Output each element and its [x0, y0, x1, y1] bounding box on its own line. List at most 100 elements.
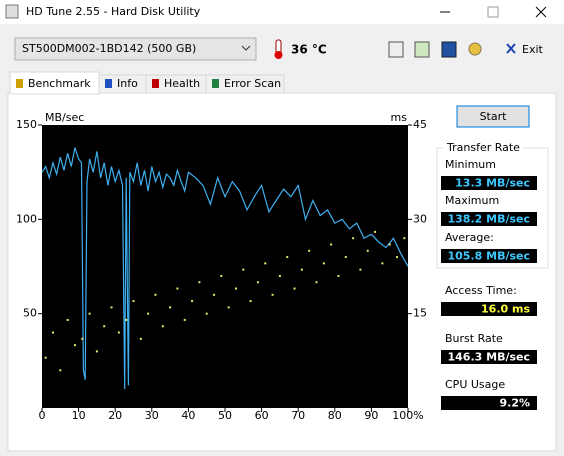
y2-axis-label: ms	[391, 111, 408, 124]
y2-tick-label: 15	[413, 307, 427, 320]
access-point	[227, 306, 230, 309]
access-point	[51, 331, 54, 334]
access-point	[147, 312, 150, 315]
window-title: HD Tune 2.55 - Hard Disk Utility	[26, 5, 201, 18]
access-point	[44, 356, 47, 359]
access-point	[183, 318, 186, 321]
tab-label: Health	[164, 77, 200, 90]
access-point	[234, 287, 237, 290]
access-point	[161, 325, 164, 328]
stat-label: Access Time:	[445, 284, 517, 297]
x-tick-label: 90	[364, 409, 378, 422]
stat-box	[441, 350, 537, 364]
access-point	[103, 325, 106, 328]
x-tick-label: 40	[181, 409, 195, 422]
access-point	[242, 268, 245, 271]
access-point	[278, 274, 281, 277]
drive-select[interactable]	[14, 37, 257, 61]
access-point	[374, 230, 377, 233]
stat-label: Burst Rate	[445, 332, 503, 345]
maximize-button[interactable]	[487, 6, 499, 18]
access-point	[139, 337, 142, 340]
access-point	[271, 293, 274, 296]
copy-all-icon[interactable]	[414, 41, 430, 58]
exit-icon	[506, 43, 516, 54]
access-point	[249, 300, 252, 303]
access-point	[220, 274, 223, 277]
x-tick-label: 0	[39, 409, 46, 422]
transfer-line	[41, 147, 409, 390]
access-point	[337, 274, 340, 277]
copy-icon[interactable]	[388, 41, 404, 58]
access-point	[330, 243, 333, 246]
y-tick-label: 150	[16, 118, 37, 131]
stat-label: Maximum	[445, 194, 499, 207]
access-point	[300, 268, 303, 271]
access-point	[352, 237, 355, 240]
access-point	[381, 262, 384, 265]
x-tick-label: 100%	[392, 409, 423, 422]
access-point	[169, 306, 172, 309]
tab-icon	[105, 79, 112, 88]
drive-name: ST500DM002-1BD142 (500 GB)	[22, 42, 196, 55]
stat-value: 13.3 MB/sec	[455, 177, 530, 190]
access-point	[73, 344, 76, 347]
access-point	[366, 249, 369, 252]
access-point	[88, 312, 91, 315]
access-point	[66, 318, 69, 321]
tab-label: Error Scan	[224, 77, 281, 90]
x-tick-label: 30	[145, 409, 159, 422]
access-point	[359, 268, 362, 271]
x-tick-label: 20	[108, 409, 122, 422]
access-point	[293, 287, 296, 290]
close-button[interactable]	[535, 6, 547, 18]
stat-value: 105.8 MB/sec	[448, 250, 531, 263]
stat-label: CPU Usage	[445, 378, 505, 391]
access-point	[308, 249, 311, 252]
access-point	[191, 300, 194, 303]
access-point	[117, 331, 120, 334]
stat-value: 16.0 ms	[481, 303, 530, 316]
title-bar	[0, 0, 564, 24]
access-point	[154, 293, 157, 296]
stat-label: Minimum	[445, 158, 496, 171]
stat-value: 146.3 MB/sec	[448, 351, 531, 364]
access-point	[264, 262, 267, 265]
access-point	[132, 300, 135, 303]
access-point	[59, 369, 62, 372]
stat-box	[441, 302, 537, 316]
tab-icon	[16, 79, 23, 88]
exit-button[interactable]: Exit	[522, 43, 544, 56]
temperature: 36 °C	[291, 43, 327, 57]
access-point	[322, 262, 325, 265]
tab[interactable]	[205, 74, 285, 94]
stat-box	[441, 249, 537, 263]
x-tick-label: 70	[291, 409, 305, 422]
y2-tick-label: 30	[413, 212, 427, 225]
access-point	[403, 237, 406, 240]
y2-tick-label: 45	[413, 118, 427, 131]
stat-value: 9.2%	[499, 397, 530, 410]
tab-icon	[212, 79, 219, 88]
stat-label: Average:	[445, 231, 494, 244]
save-icon[interactable]	[441, 41, 457, 58]
access-point	[81, 337, 84, 340]
access-point	[286, 256, 289, 259]
stat-box	[441, 176, 537, 190]
x-tick-label: 50	[218, 409, 232, 422]
tab-label: Benchmark	[28, 77, 91, 90]
stat-box	[441, 212, 537, 226]
access-point	[95, 350, 98, 353]
options-icon[interactable]	[468, 42, 482, 56]
access-point	[198, 281, 201, 284]
tab-icon	[152, 79, 159, 88]
start-label: Start	[480, 110, 508, 123]
start-button[interactable]	[456, 105, 530, 128]
y-tick-label: 100	[16, 212, 37, 225]
access-point	[213, 293, 216, 296]
access-point	[110, 306, 113, 309]
access-point	[396, 256, 399, 259]
x-tick-label: 60	[255, 409, 269, 422]
tab-label: Info	[117, 77, 138, 90]
